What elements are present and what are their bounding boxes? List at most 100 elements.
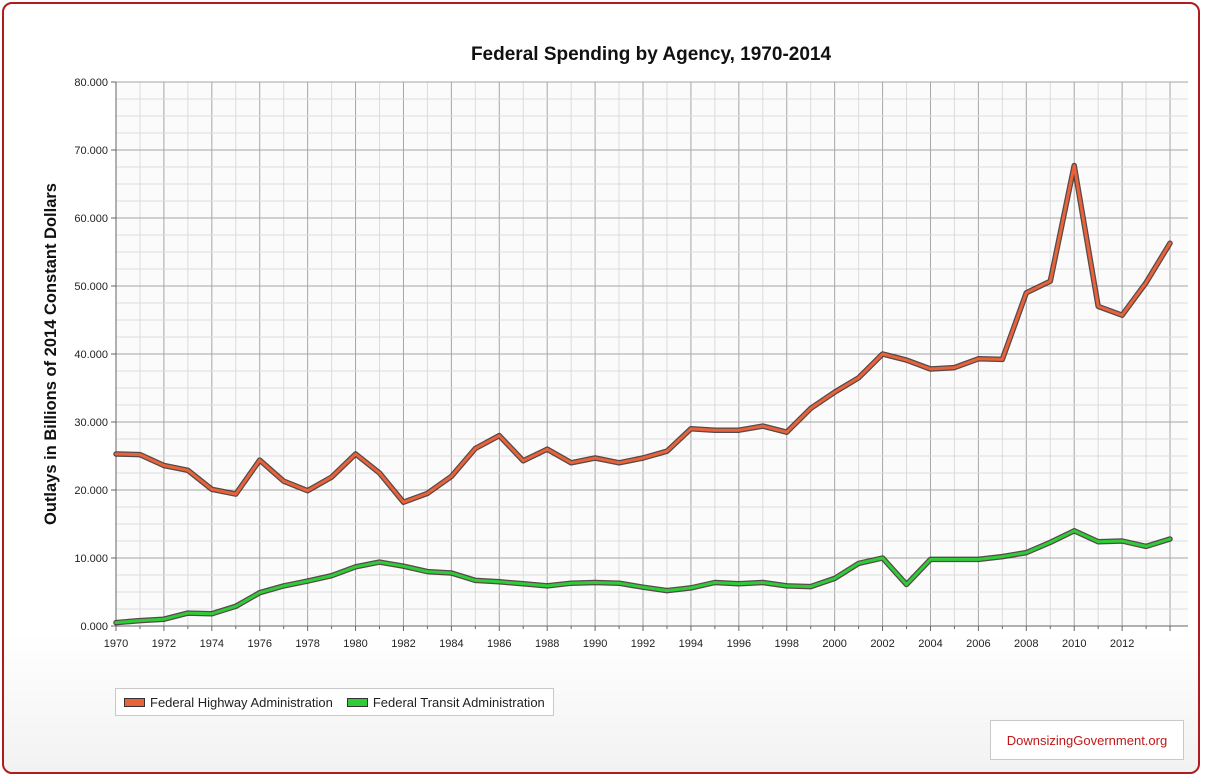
series-transit-point[interactable] [114, 620, 119, 625]
series-highway-point[interactable] [257, 458, 262, 463]
series-highway-point[interactable] [329, 475, 334, 480]
series-highway-point[interactable] [617, 460, 622, 465]
series-transit-point[interactable] [425, 569, 430, 574]
series-transit-point[interactable] [161, 617, 166, 622]
series-highway-point[interactable] [377, 471, 382, 476]
series-transit-point[interactable] [257, 590, 262, 595]
series-highway-point[interactable] [712, 428, 717, 433]
series-highway-point[interactable] [305, 488, 310, 493]
series-highway-point[interactable] [209, 487, 214, 492]
series-transit-point[interactable] [617, 581, 622, 586]
series-transit-point[interactable] [1024, 550, 1029, 555]
series-transit-point[interactable] [329, 573, 334, 578]
series-transit-point[interactable] [449, 570, 454, 575]
series-highway-point[interactable] [928, 366, 933, 371]
series-transit-point[interactable] [1048, 540, 1053, 545]
series-transit-point[interactable] [545, 583, 550, 588]
series-highway-point[interactable] [736, 428, 741, 433]
series-highway-point[interactable] [161, 463, 166, 468]
series-highway-point[interactable] [521, 458, 526, 463]
series-highway-point[interactable] [1144, 280, 1149, 285]
series-transit-point[interactable] [569, 581, 574, 586]
series-highway-point[interactable] [1168, 241, 1173, 246]
series-transit-point[interactable] [233, 604, 238, 609]
series-transit-point[interactable] [808, 584, 813, 589]
series-transit-point[interactable] [736, 581, 741, 586]
series-transit-point[interactable] [784, 583, 789, 588]
series-highway-point[interactable] [137, 452, 142, 457]
series-highway-point[interactable] [1120, 313, 1125, 318]
series-highway-point[interactable] [952, 365, 957, 370]
series-transit-point[interactable] [497, 579, 502, 584]
series-highway-point[interactable] [425, 491, 430, 496]
x-tick-label: 1970 [104, 638, 128, 650]
series-transit-point[interactable] [401, 564, 406, 569]
series-highway-point[interactable] [1048, 279, 1053, 284]
series-highway-point[interactable] [545, 447, 550, 452]
series-highway-point[interactable] [473, 446, 478, 451]
series-highway-point[interactable] [353, 451, 358, 456]
series-transit-point[interactable] [521, 581, 526, 586]
series-highway-point[interactable] [1072, 163, 1077, 168]
series-transit-point[interactable] [185, 611, 190, 616]
series-transit-point[interactable] [856, 561, 861, 566]
series-highway-point[interactable] [688, 426, 693, 431]
series-transit-point[interactable] [137, 618, 142, 623]
series-highway-point[interactable] [1000, 357, 1005, 362]
series-transit-point[interactable] [712, 580, 717, 585]
series-highway-point[interactable] [664, 449, 669, 454]
series-highway-point[interactable] [497, 433, 502, 438]
series-transit-point[interactable] [664, 588, 669, 593]
series-highway-point[interactable] [832, 390, 837, 395]
credit-link[interactable]: DownsizingGovernment.org [1006, 732, 1168, 748]
series-highway-point[interactable] [1096, 304, 1101, 309]
series-highway-point[interactable] [856, 375, 861, 380]
series-transit-point[interactable] [281, 583, 286, 588]
series-highway-point[interactable] [281, 479, 286, 484]
series-highway-point[interactable] [401, 500, 406, 505]
series-highway-point[interactable] [569, 460, 574, 465]
series-highway-point[interactable] [449, 474, 454, 479]
series-highway-point[interactable] [880, 352, 885, 357]
series-transit-point[interactable] [904, 582, 909, 587]
series-transit-point[interactable] [353, 564, 358, 569]
series-transit-point[interactable] [760, 580, 765, 585]
credit-badge[interactable]: DownsizingGovernment.org [990, 720, 1184, 760]
series-transit-point[interactable] [928, 557, 933, 562]
series-highway-point[interactable] [114, 451, 119, 456]
series-transit-point[interactable] [1096, 539, 1101, 544]
series-transit-point[interactable] [377, 560, 382, 565]
series-highway-point[interactable] [641, 456, 646, 461]
series-highway-point[interactable] [185, 468, 190, 473]
series-transit-point[interactable] [1144, 544, 1149, 549]
series-transit-point[interactable] [952, 557, 957, 562]
series-highway-point[interactable] [904, 358, 909, 363]
series-transit-point[interactable] [593, 580, 598, 585]
series-transit-point[interactable] [473, 578, 478, 583]
series-highway-point[interactable] [1024, 290, 1029, 295]
series-highway-point[interactable] [760, 424, 765, 429]
series-transit-point[interactable] [880, 556, 885, 561]
series-transit-line[interactable] [114, 529, 1172, 625]
legend-item-transit[interactable]: Federal Transit Administration [346, 695, 545, 710]
y-tick-label: 80.000 [74, 77, 108, 89]
series-transit-point[interactable] [305, 579, 310, 584]
series-transit-point[interactable] [1000, 554, 1005, 559]
series-transit-point[interactable] [641, 585, 646, 590]
series-transit-point[interactable] [1168, 536, 1173, 541]
series-transit-point[interactable] [1120, 539, 1125, 544]
series-transit-point[interactable] [209, 611, 214, 616]
series-transit-point[interactable] [832, 576, 837, 581]
series-transit-point[interactable] [1072, 528, 1077, 533]
series-highway-point[interactable] [233, 492, 238, 497]
series-transit-point[interactable] [688, 585, 693, 590]
series-highway-point[interactable] [976, 356, 981, 361]
series-highway-line[interactable] [114, 164, 1172, 504]
y-axis-title: Outlays in Billions of 2014 Constant Dol… [42, 183, 60, 525]
series-highway-point[interactable] [808, 406, 813, 411]
series-highway-point[interactable] [593, 456, 598, 461]
x-tick-label: 1994 [679, 638, 703, 650]
legend-item-highway[interactable]: Federal Highway Administration [124, 695, 333, 710]
series-highway-point[interactable] [784, 430, 789, 435]
series-transit-point[interactable] [976, 557, 981, 562]
